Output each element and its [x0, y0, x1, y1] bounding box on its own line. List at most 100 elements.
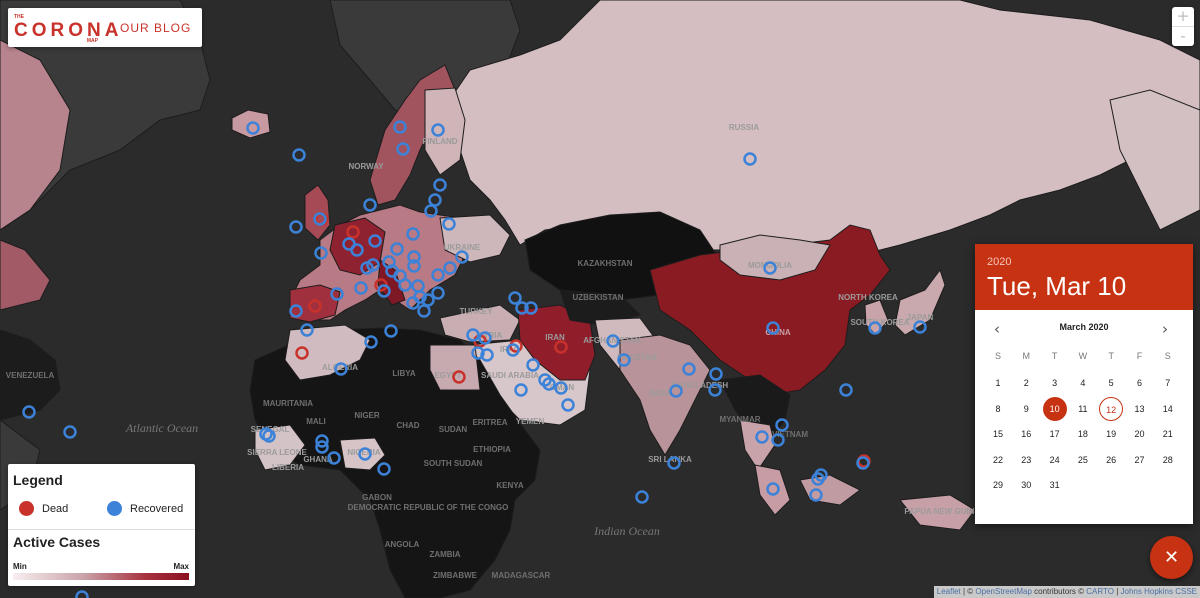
recovered-marker[interactable]	[682, 362, 696, 376]
recovered-marker[interactable]	[390, 242, 404, 256]
calendar-day-22[interactable]: 22	[992, 454, 1003, 465]
recovered-marker[interactable]	[839, 383, 853, 397]
dead-marker[interactable]	[295, 346, 309, 360]
recovered-marker[interactable]	[515, 301, 529, 315]
recovered-marker[interactable]	[508, 291, 522, 305]
calendar-day-1[interactable]: 1	[995, 378, 1001, 388]
osm-link[interactable]: OpenStreetMap	[975, 587, 1032, 596]
recovered-marker[interactable]	[406, 227, 420, 241]
recovered-marker[interactable]	[471, 346, 485, 360]
recovered-marker[interactable]	[75, 590, 89, 598]
calendar-day-7[interactable]: 7	[1165, 378, 1171, 388]
recovered-marker[interactable]	[22, 405, 36, 419]
dead-marker[interactable]	[346, 225, 360, 239]
recovered-marker[interactable]	[667, 456, 681, 470]
calendar-day-21[interactable]: 21	[1162, 429, 1173, 439]
recovered-marker[interactable]	[396, 142, 410, 156]
recovered-marker[interactable]	[424, 204, 438, 218]
leaflet-link[interactable]: Leaflet	[936, 587, 961, 596]
recovered-marker[interactable]	[480, 348, 494, 362]
recovered-marker[interactable]	[561, 398, 575, 412]
calendar-day-20[interactable]: 20	[1134, 429, 1145, 439]
recovered-marker[interactable]	[771, 433, 785, 447]
corona-map-logo[interactable]: THE CORONA MAP	[14, 11, 118, 45]
recovered-marker[interactable]	[384, 324, 398, 338]
calendar-day-17[interactable]: 17	[1049, 429, 1060, 439]
calendar-day-28[interactable]: 28	[1162, 454, 1173, 465]
carto-link[interactable]: CARTO	[1086, 587, 1114, 596]
recovered-marker[interactable]	[514, 383, 528, 397]
recovered-marker[interactable]	[466, 328, 480, 342]
calendar-day-12[interactable]: 12	[1099, 396, 1124, 421]
recovered-marker[interactable]	[766, 482, 780, 496]
calendar-day-14[interactable]: 14	[1162, 403, 1173, 414]
calendar-day-15[interactable]: 15	[992, 429, 1003, 439]
recovered-marker[interactable]	[554, 381, 568, 395]
calendar-day-3[interactable]: 3	[1052, 378, 1058, 388]
recovered-marker[interactable]	[708, 383, 722, 397]
calendar-day-25[interactable]: 25	[1077, 454, 1088, 465]
calendar-day-27[interactable]: 27	[1134, 454, 1145, 465]
recovered-marker[interactable]	[246, 121, 260, 135]
recovered-marker[interactable]	[292, 148, 306, 162]
recovered-marker[interactable]	[289, 304, 303, 318]
recovered-marker[interactable]	[856, 456, 870, 470]
zoom-out-button[interactable]: -	[1172, 26, 1194, 46]
recovered-marker[interactable]	[377, 284, 391, 298]
calendar-day-5[interactable]: 5	[1108, 378, 1114, 388]
recovered-marker[interactable]	[300, 323, 314, 337]
recovered-marker[interactable]	[313, 212, 327, 226]
calendar-day-13[interactable]: 13	[1134, 403, 1145, 414]
recovered-marker[interactable]	[606, 334, 620, 348]
recovered-marker[interactable]	[814, 468, 828, 482]
recovered-marker[interactable]	[913, 320, 927, 334]
recovered-marker[interactable]	[506, 343, 520, 357]
recovered-marker[interactable]	[364, 335, 378, 349]
calendar-day-9[interactable]: 9	[1023, 403, 1029, 414]
calendar-day-10[interactable]: 10	[1042, 396, 1067, 421]
recovered-marker[interactable]	[334, 362, 348, 376]
recovered-marker[interactable]	[407, 250, 421, 264]
zoom-in-button[interactable]: +	[1176, 7, 1190, 25]
recovered-marker[interactable]	[314, 246, 328, 260]
recovered-marker[interactable]	[366, 258, 380, 272]
calendar-day-19[interactable]: 19	[1106, 429, 1117, 439]
chevron-left-icon[interactable]: ‹	[994, 320, 1000, 338]
chevron-right-icon[interactable]: ›	[1162, 320, 1168, 338]
recovered-marker[interactable]	[442, 217, 456, 231]
picker-year[interactable]: 2020	[987, 256, 1012, 268]
recovered-marker[interactable]	[393, 120, 407, 134]
calendar-day-24[interactable]: 24	[1049, 454, 1060, 465]
recovered-marker[interactable]	[526, 358, 540, 372]
recovered-marker[interactable]	[809, 488, 823, 502]
recovered-marker[interactable]	[433, 178, 447, 192]
recovered-marker[interactable]	[315, 434, 329, 448]
recovered-marker[interactable]	[766, 321, 780, 335]
recovered-marker[interactable]	[368, 234, 382, 248]
recovered-marker[interactable]	[421, 293, 435, 307]
recovered-marker[interactable]	[289, 220, 303, 234]
our-blog-link[interactable]: OUR BLOG	[120, 20, 192, 35]
calendar-day-18[interactable]: 18	[1077, 429, 1088, 439]
recovered-marker[interactable]	[350, 243, 364, 257]
recovered-marker[interactable]	[63, 425, 77, 439]
calendar-day-30[interactable]: 30	[1021, 480, 1032, 490]
recovered-marker[interactable]	[443, 261, 457, 275]
recovered-marker[interactable]	[330, 287, 344, 301]
recovered-marker[interactable]	[428, 193, 442, 207]
calendar-day-11[interactable]: 11	[1078, 403, 1088, 414]
recovered-marker[interactable]	[755, 430, 769, 444]
recovered-marker[interactable]	[763, 261, 777, 275]
recovered-marker[interactable]	[315, 440, 329, 454]
recovered-marker[interactable]	[743, 152, 757, 166]
recovered-marker[interactable]	[407, 259, 421, 273]
recovered-marker[interactable]	[431, 286, 445, 300]
calendar-day-4[interactable]: 4	[1080, 378, 1086, 388]
recovered-marker[interactable]	[417, 304, 431, 318]
calendar-day-29[interactable]: 29	[992, 480, 1003, 490]
dead-marker[interactable]	[452, 370, 466, 384]
recovered-marker[interactable]	[358, 447, 372, 461]
calendar-day-23[interactable]: 23	[1021, 454, 1032, 465]
calendar-day-8[interactable]: 8	[995, 403, 1001, 414]
recovered-marker[interactable]	[262, 429, 276, 443]
